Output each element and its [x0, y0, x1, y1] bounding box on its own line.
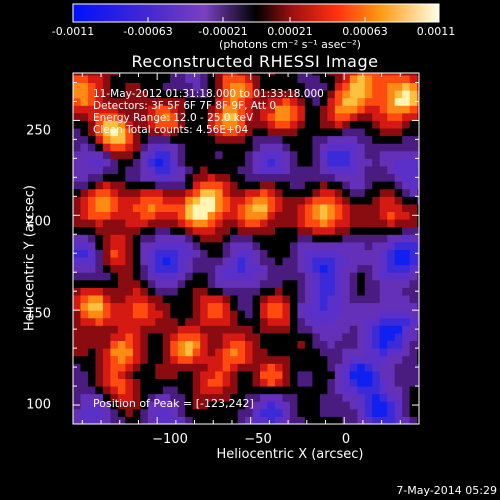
colorbar-tick-label: -0.00021: [198, 25, 248, 38]
x-tick-label: 0: [341, 432, 351, 447]
colorbar-tick-label: -0.00063: [123, 25, 173, 38]
y-tick-label: 250: [26, 123, 51, 139]
y-tick-label: 200: [26, 214, 51, 230]
x-tick-label: −50: [244, 432, 272, 447]
colorbar-ticks: [72, 17, 437, 22]
info-clean-counts: Clean Total counts: 4.56E+04: [93, 124, 249, 136]
colorbar-units: (photons cm⁻² s⁻¹ asec⁻²): [219, 38, 361, 51]
rhessi-image: [73, 73, 419, 424]
colorbar-tick-label: 0.00063: [342, 25, 388, 38]
info-detectors: Detectors: 3F 5F 6F 7F 8F 9F, Att 0: [93, 100, 277, 112]
footer-timestamp: 7-May-2014 05:29: [396, 484, 497, 497]
colorbar-tick-label: 0.00021: [267, 25, 313, 38]
info-time-range: 11-May-2012 01:31:18.000 to 01:33:18.000: [93, 88, 324, 100]
y-axis-label: Heliocentric Y (arcsec): [22, 185, 38, 331]
plot-frame: [72, 72, 420, 425]
colorbar-tick-label: -0.0011: [51, 25, 95, 38]
colorbar-tick-label: 0.0011: [416, 25, 456, 38]
colorbar: [72, 3, 440, 23]
y-tick-label: 150: [26, 306, 51, 322]
info-energy-range: Energy Range: 12.0 - 25.0 keV: [93, 112, 254, 124]
peak-position-label: Position of Peak = [-123,242]: [93, 397, 254, 410]
x-axis-label: Heliocentric X (arcsec): [216, 447, 364, 462]
y-tick-label: 100: [26, 397, 51, 413]
x-tick-label: −100: [152, 432, 188, 447]
plot-title: Reconstructed RHESSI Image: [131, 52, 379, 71]
axis-ticks: [73, 73, 420, 425]
